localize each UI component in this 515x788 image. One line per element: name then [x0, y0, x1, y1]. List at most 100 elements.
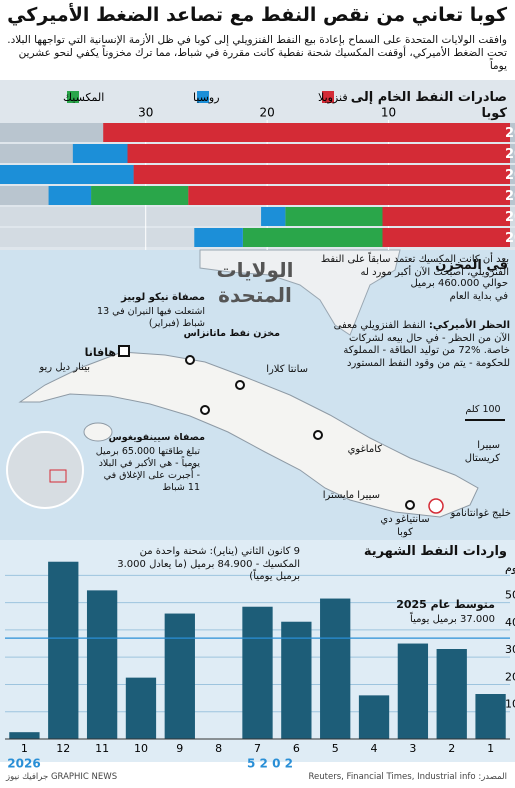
florida [199, 249, 401, 336]
chart2-title: واردات النفط الشهرية [363, 544, 507, 559]
embargo-text: النفط الفنزويلي معفى الآن من الحظر - في … [333, 320, 510, 369]
bar [475, 694, 506, 739]
nico-title: مصفاة نيكو لوبيز [121, 292, 205, 303]
chart1-title: صادرات النفط الخام إلى كوبا [350, 90, 507, 122]
bar-segment [261, 207, 286, 226]
period-label: 2026 [7, 757, 40, 771]
havana-label: هافانا [84, 346, 116, 359]
bar [125, 677, 157, 739]
guantanamo-marker [428, 498, 444, 514]
santa-clara-label: سانتا كلارا [266, 364, 308, 375]
category-label: 2023 [505, 189, 515, 204]
x-tick-label: 9 [176, 742, 183, 755]
storage-text: حوالي 460.000 برميل في بداية العام [410, 278, 508, 302]
source: المصدر: Reuters, Financial Times, Indust… [308, 772, 507, 782]
x-tick-label: 12 [56, 742, 70, 755]
x-tick-label: 6 [293, 742, 300, 755]
bar-segment [91, 186, 189, 205]
globe [6, 431, 84, 509]
storage-title: في المخزن [435, 258, 508, 273]
bar [9, 732, 40, 739]
bar-segment [188, 186, 510, 205]
bar [48, 561, 79, 739]
santiago-marker [405, 500, 415, 510]
y-tick-label: 30 [505, 643, 515, 656]
y-tick-label: 60.000 برميل/يوم [505, 561, 515, 574]
bar-segment [133, 165, 511, 184]
category-label: 2024 [505, 210, 515, 225]
cienfuegos-marker [200, 405, 210, 415]
cristal-label: سييرا كريستال [464, 440, 500, 464]
period-label: 2 0 2 5 [247, 757, 293, 771]
category-label: 2025 [505, 231, 515, 246]
isla-juventud [83, 422, 113, 442]
bar [320, 598, 351, 739]
guantanamo-label: خليج غوانتانامو [450, 508, 511, 519]
country-label: الولايات المتحدة [216, 258, 294, 307]
matanzas-marker [185, 355, 195, 365]
legend-label: روسيا [193, 91, 220, 104]
legend-swatch [197, 91, 209, 103]
matanzas-label: مخزن نفط ماتانزاس [183, 328, 280, 339]
x-tick-label: 1 [487, 742, 494, 755]
bar-segment [382, 228, 510, 247]
legend-label: المكسيك [63, 91, 104, 104]
category-label: 2020 [505, 126, 515, 141]
x-tick-label: 11 [95, 742, 109, 755]
santiago-label: سانتياغو دي كوبا [380, 514, 430, 538]
bar-segment [103, 123, 510, 142]
x-tick-label: 10 [134, 742, 148, 755]
camaguey-label: كاماغوي [347, 444, 382, 455]
bar-segment [285, 207, 383, 226]
x-tick-label: 1 [21, 742, 28, 755]
x-tick-label: 4 [371, 742, 378, 755]
y-tick-label: 10 [505, 698, 515, 711]
santa-clara-marker [235, 380, 245, 390]
legend-swatch [67, 91, 79, 103]
bar [242, 606, 273, 739]
bar-segment [48, 186, 92, 205]
credit: GRAPHIC NEWS جرافيك نيوز [6, 772, 118, 782]
nico-text: اشتعلت فيها النيران في 13 شباط (فبراير) [97, 306, 205, 329]
bar-segment [127, 144, 510, 163]
bar-segment [72, 144, 128, 163]
x-tick-label: 30 [138, 106, 153, 120]
bar-segment [194, 228, 243, 247]
havana-marker [118, 345, 130, 357]
title: كوبا تعاني من نقص النفط مع تصاعد الضغط ا… [7, 4, 507, 26]
x-tick-label: 5 [332, 742, 339, 755]
maestra-label: سييرا مايسترا [322, 490, 380, 501]
intro: وافقت الولايات المتحدة على السماح بإعادة… [7, 34, 507, 73]
y-tick-label: 50 [505, 589, 515, 602]
mexico-note: بعد أن كانت المكسيك تعتمد سابقاً على الن… [320, 254, 509, 278]
legend-swatch [322, 91, 334, 103]
cuba [18, 351, 479, 518]
legend-label: فنزويلا [318, 91, 348, 104]
pinar-label: بينار ديل ريو [39, 362, 90, 373]
embargo: الحظر الأميركي: النفط الفنزويلي معفى الآ… [330, 320, 510, 370]
bar-segment [382, 207, 510, 226]
scale-label: 100 كلم [465, 404, 501, 415]
embargo-title: الحظر الأميركي: [428, 320, 510, 331]
cien-title: مصفاة سيينفويغوس [108, 432, 205, 443]
bar [164, 613, 195, 739]
category-label: 2022 [505, 168, 515, 183]
globe-marker [49, 469, 67, 483]
chart2-annotation: 9 كانون الثاني (يناير): شحنة واحدة من ال… [117, 546, 300, 582]
x-tick-label: 10 [381, 106, 396, 120]
y-tick-label: 40 [505, 616, 515, 629]
cien-text: تبلغ طاقتها 65.000 برميل يومياً - هي الأ… [95, 446, 200, 493]
camaguey-marker [313, 430, 323, 440]
bar [358, 695, 390, 739]
x-tick-label: 8 [215, 742, 222, 755]
bar [281, 621, 312, 739]
bar [86, 590, 118, 739]
x-tick-label: 20 [260, 106, 275, 120]
bar [436, 649, 467, 739]
y-tick-label: 20 [505, 670, 515, 683]
x-tick-label: 7 [254, 742, 261, 755]
average-value-label: 37.000 برميل يومياً [410, 614, 495, 625]
category-label: 2021 [505, 147, 515, 162]
